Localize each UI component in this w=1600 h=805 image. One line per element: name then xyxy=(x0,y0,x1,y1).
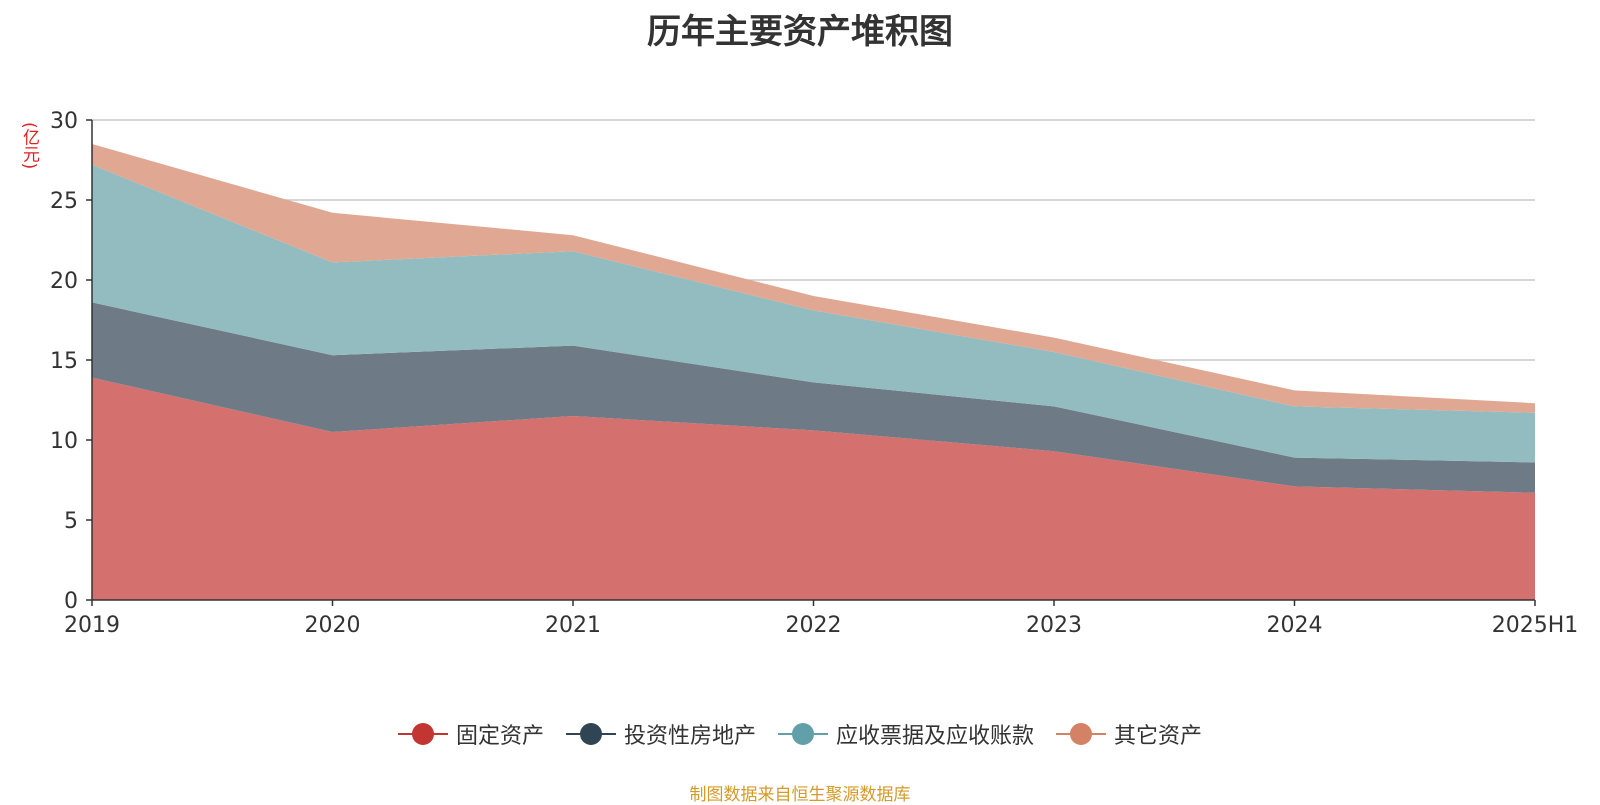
legend-marker-icon xyxy=(778,722,828,746)
x-tick-label-2021: 2021 xyxy=(545,613,601,638)
y-tick-label-15: 15 xyxy=(50,349,78,374)
x-tick-label-2024: 2024 xyxy=(1267,613,1323,638)
chart-legend: 固定资产 投资性房地产 应收票据及应收账款 其它资产 xyxy=(0,718,1600,750)
x-tick-label-2022: 2022 xyxy=(786,613,842,638)
y-axis-unit-label: (亿元) xyxy=(19,122,39,170)
legend-marker-icon xyxy=(565,722,616,746)
y-tick-label-25: 25 xyxy=(50,189,78,214)
y-tick-label-20: 20 xyxy=(50,269,78,294)
legend-item-3[interactable]: 其它资产 xyxy=(1056,718,1202,750)
x-tick-label-2025H1: 2025H1 xyxy=(1492,613,1579,638)
legend-marker-icon xyxy=(1056,722,1107,746)
data-source-footer: 制图数据来自恒生聚源数据库 xyxy=(689,785,911,805)
legend-marker-icon xyxy=(397,722,448,746)
y-tick-label-0: 0 xyxy=(64,589,78,614)
y-axis-ticks: 0 5 10 15 20 25 30 xyxy=(50,109,92,614)
area-series-0[interactable] xyxy=(92,377,1535,600)
x-tick-label-2019: 2019 xyxy=(64,613,120,638)
y-tick-label-5: 5 xyxy=(64,509,78,534)
legend-label: 固定资产 xyxy=(455,724,544,749)
legend-item-2[interactable]: 应收票据及应收账款 xyxy=(778,718,1034,750)
area-series-2[interactable] xyxy=(92,164,1535,463)
series-areas xyxy=(92,144,1535,600)
x-tick-label-2020: 2020 xyxy=(305,613,361,638)
y-tick-label-10: 10 xyxy=(50,429,78,454)
legend-item-1[interactable]: 投资性房地产 xyxy=(565,718,756,750)
x-tick-label-2023: 2023 xyxy=(1026,613,1082,638)
legend-label: 应收票据及应收账款 xyxy=(836,724,1035,749)
legend-label: 其它资产 xyxy=(1114,724,1203,749)
x-axis-ticks: 2019 2020 2021 2022 2023 2024 2025H1 xyxy=(64,600,1578,638)
legend-label: 投资性房地产 xyxy=(623,724,756,749)
area-series-1[interactable] xyxy=(92,302,1535,493)
legend-item-0[interactable]: 固定资产 xyxy=(397,718,544,750)
y-tick-label-30: 30 xyxy=(50,109,78,134)
chart-title: 历年主要资产堆积图 xyxy=(647,12,953,52)
